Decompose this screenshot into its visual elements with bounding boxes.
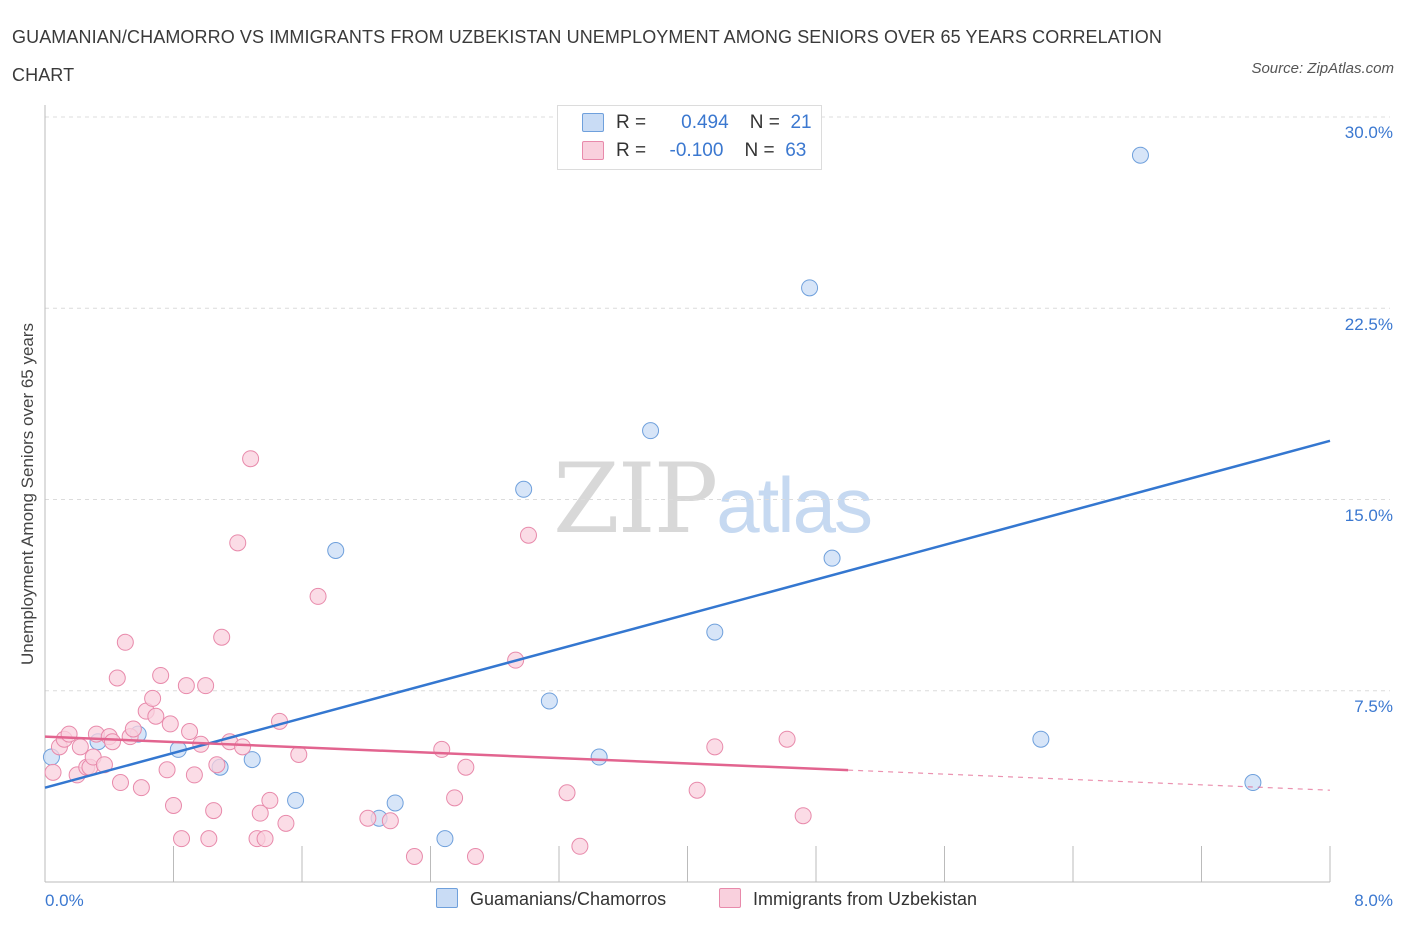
- trend-line-extension-series1: [848, 769, 1331, 791]
- data-point-series0-14: [642, 422, 660, 440]
- data-point-series1-57: [558, 784, 576, 802]
- data-point-series1-61: [778, 730, 796, 748]
- legend-swatch-blue: [582, 113, 604, 133]
- data-point-series1-35: [213, 628, 231, 646]
- bottom-legend-guamanian: Guamanians/Chamorros: [436, 888, 667, 910]
- y-tick-label-30: 30.0%: [1344, 123, 1393, 142]
- data-point-series1-3: [60, 725, 78, 743]
- y-tick-label-7-5: 7.5%: [1354, 697, 1393, 716]
- bottom-legend-swatch-pink: [719, 888, 741, 909]
- data-point-series1-14: [111, 774, 129, 792]
- legend-n-value: 21: [790, 112, 812, 133]
- data-point-series1-24: [161, 715, 179, 733]
- data-point-series0-16: [801, 279, 819, 297]
- data-point-series1-37: [229, 534, 247, 552]
- y-tick-label-15: 15.0%: [1344, 506, 1393, 525]
- data-point-series1-42: [256, 830, 274, 848]
- data-point-series1-34: [208, 756, 226, 774]
- legend-n-value: 63: [785, 140, 807, 161]
- data-point-series1-28: [181, 723, 199, 741]
- data-point-series1-54: [466, 848, 484, 865]
- data-point-series0-19: [1131, 146, 1149, 164]
- data-point-series0-13: [590, 748, 608, 766]
- data-point-series0-18: [1032, 730, 1050, 748]
- legend-n-label: N =: [744, 140, 775, 161]
- data-point-series1-31: [197, 677, 215, 695]
- data-point-series1-62: [794, 807, 812, 825]
- bottom-legend-label: Immigrants from Uzbekistan: [753, 889, 978, 909]
- y-tick-label-22-5: 22.5%: [1344, 315, 1393, 334]
- data-point-series0-7: [327, 542, 345, 559]
- correlation-legend: R = 0.494 N = 21 R = -0.100 N = 63: [557, 105, 822, 170]
- data-point-series0-11: [515, 480, 533, 498]
- data-point-series0-15: [706, 623, 724, 641]
- data-point-series0-9: [386, 794, 404, 812]
- data-point-series0-17: [823, 549, 841, 567]
- data-point-series1-48: [359, 809, 377, 827]
- data-point-series1-52: [446, 789, 464, 807]
- data-point-series1-49: [381, 812, 399, 830]
- data-point-series1-18: [132, 779, 150, 797]
- data-point-series1-58: [571, 837, 589, 855]
- data-point-series0-20: [1244, 774, 1262, 792]
- data-point-series1-12: [103, 733, 121, 751]
- bottom-legend-swatch-blue: [436, 888, 458, 909]
- data-point-series0-5: [243, 751, 261, 769]
- legend-swatch-pink: [582, 141, 604, 161]
- data-point-series1-59: [688, 781, 706, 799]
- data-point-series1-20: [144, 689, 162, 707]
- legend-r-value: -0.100: [669, 140, 724, 161]
- watermark-atlas: atlas: [716, 461, 873, 549]
- data-point-series1-5: [71, 738, 89, 756]
- legend-row-guamanian: R = 0.494 N = 21: [582, 112, 812, 140]
- data-point-series1-15: [116, 633, 134, 651]
- x-tick-label-max: 8.0%: [1354, 891, 1393, 910]
- data-point-series1-43: [261, 791, 279, 809]
- data-point-series1-50: [405, 848, 423, 865]
- bottom-legend-label: Guamanians/Chamorros: [470, 889, 667, 909]
- data-point-series1-17: [124, 720, 142, 738]
- data-point-series1-33: [205, 802, 223, 820]
- x-tick-label-min: 0.0%: [45, 891, 84, 910]
- legend-row-uzbekistan: R = -0.100 N = 63: [582, 140, 806, 168]
- data-point-series1-47: [309, 587, 327, 605]
- data-point-series0-12: [540, 692, 558, 710]
- data-point-series1-21: [147, 707, 165, 725]
- trend-line-series0: [44, 439, 1331, 789]
- data-point-series1-25: [165, 797, 182, 814]
- legend-r-value: 0.494: [681, 112, 729, 133]
- watermark: ZIPatlas: [553, 443, 873, 555]
- data-point-series1-41: [251, 804, 269, 822]
- data-point-series0-10: [436, 830, 454, 848]
- watermark-zip: ZIP: [553, 443, 718, 555]
- data-point-series1-0: [44, 763, 62, 781]
- legend-n-label: N =: [749, 112, 780, 133]
- data-point-series0-6: [287, 791, 305, 809]
- data-point-series1-22: [152, 666, 170, 684]
- data-point-series1-53: [457, 758, 475, 776]
- bottom-legend-uzbekistan: Immigrants from Uzbekistan: [719, 888, 978, 910]
- data-point-series1-26: [173, 830, 191, 848]
- data-point-series1-32: [200, 830, 218, 848]
- legend-r-label: R =: [616, 140, 647, 161]
- data-point-series1-46: [290, 746, 308, 763]
- chart-title: GUAMANIAN/CHAMORRO VS IMMIGRANTS FROM UZ…: [12, 27, 1162, 85]
- data-point-series1-29: [185, 766, 203, 784]
- data-point-series1-39: [242, 450, 260, 468]
- data-point-series1-56: [519, 526, 537, 544]
- data-point-series1-38: [234, 738, 252, 756]
- chart-source: Source: ZipAtlas.com: [1251, 60, 1394, 77]
- data-point-series1-51: [433, 740, 451, 758]
- data-point-series1-13: [108, 669, 126, 687]
- data-point-series1-60: [706, 738, 724, 756]
- data-point-series1-27: [177, 677, 195, 695]
- legend-r-label: R =: [616, 112, 647, 133]
- data-point-series1-23: [158, 761, 176, 779]
- data-point-series1-45: [277, 814, 295, 832]
- trend-line-series1: [44, 735, 849, 772]
